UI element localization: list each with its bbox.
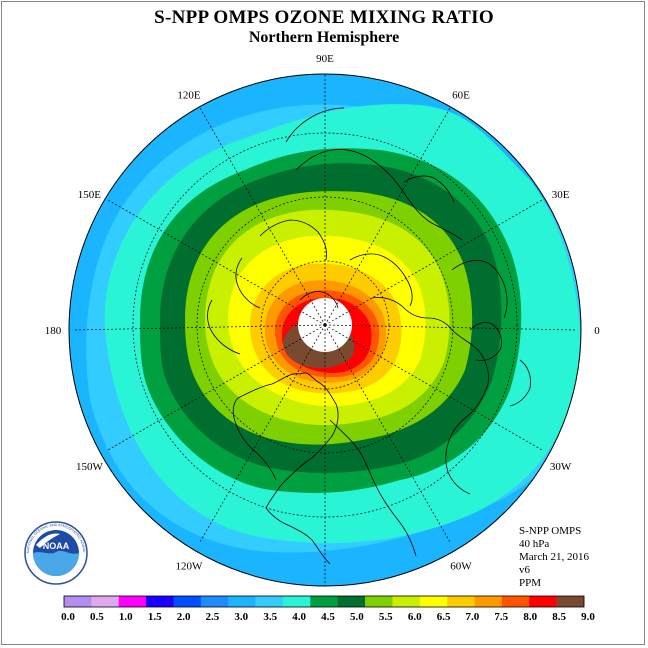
page-title: S-NPP OMPS OZONE MIXING RATIO: [154, 7, 494, 28]
ozone-field: [69, 74, 581, 586]
lat-lon-grid: [73, 74, 577, 586]
colorbar-swatch: [255, 596, 284, 607]
colorbar-tick-label: 4.5: [321, 611, 335, 623]
colorbar-swatch: [365, 596, 393, 607]
longitude-label: 120E: [177, 89, 201, 101]
longitude-label: 30W: [550, 461, 572, 473]
colorbar-tick-label: 3.5: [263, 611, 277, 623]
colorbar-tick-label: 5.5: [379, 611, 393, 623]
colorbar-outline: [63, 595, 585, 608]
colorbar-swatch: [556, 596, 585, 607]
colorbar-tick-label: 1.5: [148, 611, 162, 623]
colorbar-swatch: [337, 596, 366, 607]
map-boundary: [68, 73, 582, 587]
colorbar-swatch: [200, 596, 229, 607]
longitude-label: 150E: [78, 189, 102, 201]
colorbar-tick-label: 6.5: [437, 611, 451, 623]
noaa-logo-ring-text: NATIONAL OCEANIC AND ATMOSPHERIC ADMINIS…: [0, 0, 86, 553]
colorbar-tick-label: 7.5: [494, 611, 508, 623]
colorbar-swatch: [310, 596, 338, 607]
info-level: 40 hPa: [519, 538, 550, 550]
colorbar-swatch: [474, 596, 503, 607]
coastlines: [207, 107, 563, 565]
colorbar-swatch: [529, 596, 557, 607]
info-date: March 21, 2016: [519, 551, 589, 563]
longitude-label: 60E: [452, 89, 470, 101]
colorbar-tick-label: 0.0: [61, 611, 75, 623]
colorbar-tick-label: 0.5: [90, 611, 104, 623]
colorbar-swatch: [447, 596, 475, 607]
colorbar-tick-label: 9.0: [581, 611, 595, 623]
colorbar-tick-label: 1.0: [119, 611, 133, 623]
colorbar-swatch: [173, 596, 202, 607]
colorbar-swatch: [228, 596, 256, 607]
colorbar-tick-label: 6.0: [408, 611, 422, 623]
colorbar-swatch: [282, 596, 311, 607]
svg-text:NATIONAL OCEANIC AND ATMOSPHER: NATIONAL OCEANIC AND ATMOSPHERIC ADMINIS…: [0, 0, 86, 553]
longitude-label: 0: [594, 325, 600, 337]
colorbar-tick-label: 5.0: [350, 611, 364, 623]
longitude-label: 180: [45, 325, 62, 337]
colorbar-tick-label: 2.5: [206, 611, 220, 623]
colorbar: [63, 595, 585, 608]
colorbar-tick-label: 8.0: [523, 611, 537, 623]
colorbar-swatch: [146, 596, 174, 607]
longitude-label: 30E: [552, 189, 570, 201]
colorbar-swatch: [392, 596, 421, 607]
colorbar-tick-label: 4.0: [292, 611, 306, 623]
page-subtitle: Northern Hemisphere: [248, 29, 400, 46]
colorbar-tick-label: 7.0: [466, 611, 480, 623]
colorbar-tick-label: 8.5: [552, 611, 566, 623]
info-instrument: S-NPP OMPS: [519, 525, 582, 537]
colorbar-swatch: [419, 596, 448, 607]
colorbar-tick-labels: 0.0 0.5 1.0 1.5 2.0 2.5 3.0 3.5 4.0 4.5 5.0 5.5 6.0 6…: [61, 611, 595, 623]
info-units: PPM: [519, 577, 542, 589]
colorbar-tick-label: 2.0: [177, 611, 191, 623]
colorbar-swatch: [91, 596, 120, 607]
info-block: S-NPP OMPS 40 hPa March 21, 2016 v6 PPM: [519, 525, 589, 590]
longitude-label: 120W: [176, 561, 204, 573]
colorbar-tick-label: 3.0: [234, 611, 248, 623]
longitude-label: 90E: [316, 53, 334, 65]
colorbar-swatch: [64, 596, 92, 607]
longitude-label: 60W: [450, 561, 472, 573]
longitude-label: 150W: [76, 461, 104, 473]
info-version: v6: [519, 564, 530, 576]
colorbar-swatch: [501, 596, 530, 607]
colorbar-swatch: [118, 596, 147, 607]
noaa-logo-text: NOAA: [43, 541, 70, 551]
